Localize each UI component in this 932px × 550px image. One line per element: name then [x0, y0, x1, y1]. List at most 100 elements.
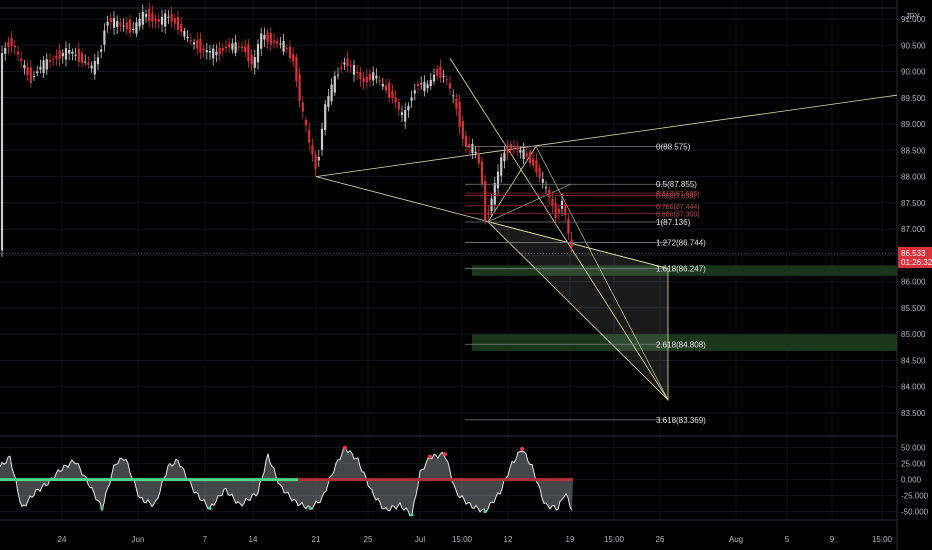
candle-body [496, 171, 500, 189]
candle-body [391, 91, 394, 99]
candle-body [532, 158, 535, 166]
candle-body [93, 61, 96, 75]
candle-body [516, 147, 519, 150]
swing-leg-2 [487, 184, 571, 223]
candle-body [560, 200, 564, 209]
candle-body [375, 75, 378, 79]
candle-body [36, 71, 39, 74]
candle-body [74, 54, 77, 56]
candle-body [378, 79, 381, 82]
price-tick-label: 88.000 [901, 173, 926, 182]
osc-tick-label: -25.000 [901, 492, 929, 501]
price-tick-label: 85.500 [901, 304, 926, 313]
candle-body [551, 198, 554, 206]
candle-body [356, 72, 359, 74]
candle-body [215, 51, 218, 55]
candle-body [480, 161, 484, 185]
candle-body [397, 102, 400, 110]
fib-level-label: 0.65(87.639) [656, 194, 696, 201]
oscillator-peak-marker [343, 445, 347, 450]
candle-body [20, 58, 23, 62]
candle-body [144, 14, 148, 17]
candle-body [301, 102, 304, 112]
candle-body [474, 151, 477, 154]
price-tick-label: 84.000 [901, 383, 926, 392]
candle-body [125, 22, 128, 30]
candle-body [212, 48, 215, 59]
price-tick-label: 86.000 [901, 278, 926, 287]
candle-body [519, 149, 522, 153]
candle-body [282, 41, 285, 52]
oscillator-peak-marker [443, 452, 447, 457]
candle-body [148, 8, 151, 22]
oscillator-panel: 50.000 25.000 0.000 -25.000 -50.000 [0, 444, 929, 517]
candle-body [436, 69, 439, 76]
candle-body [263, 34, 266, 40]
candle-body [272, 40, 276, 43]
candle-body [304, 119, 308, 126]
candle-body [554, 202, 557, 219]
candle-body [135, 22, 138, 34]
candle-body [538, 167, 541, 178]
candle-body [80, 52, 84, 63]
trendline-upper [315, 94, 898, 177]
candle-body [317, 157, 320, 161]
candle-body [298, 74, 301, 102]
candle-body [42, 60, 45, 73]
candle-body [119, 23, 122, 26]
fib-level-label: 2.618(84.808) [656, 340, 706, 349]
candle-body [189, 40, 192, 42]
oscillator-peak-marker [520, 446, 524, 451]
candle-body [292, 54, 295, 62]
candle-body [224, 46, 228, 49]
candle-body [26, 67, 29, 76]
candle-body [439, 66, 442, 79]
time-tick-label: 25 [364, 535, 373, 544]
candle-body [426, 84, 429, 89]
candle-body [7, 41, 10, 48]
candle-body [116, 20, 119, 27]
candle-body [234, 42, 237, 53]
candle-body [58, 50, 61, 60]
candle-body [244, 46, 247, 52]
candle-body [522, 149, 525, 159]
candle-body [269, 32, 272, 45]
time-tick-label: 19 [566, 535, 575, 544]
candle-body [400, 112, 404, 115]
candle-body [320, 128, 324, 150]
candle-body [205, 50, 208, 53]
time-tick-label: Aug [729, 535, 743, 544]
candle-body [100, 49, 103, 52]
osc-tick-label: 50.000 [901, 444, 926, 453]
candle-body [461, 120, 464, 139]
price-axis[interactable]: 91.000 90.500 90.000 89.500 89.000 88.500 88.0… [901, 15, 926, 418]
current-price-value: 86.533 [901, 249, 926, 258]
candle-body [176, 16, 180, 30]
fib-level-label: 0.5(87.855) [656, 180, 697, 189]
candle-body [45, 59, 48, 70]
time-axis[interactable]: 24 Jun 7 14 21 25 Jul 15:00 12 19 15:00 26 Aug 5 9 15:0… [58, 535, 893, 544]
candle-body [452, 95, 455, 97]
candle-body [48, 60, 52, 62]
time-tick-label: 9 [830, 535, 835, 544]
price-tick-label: 87.000 [901, 225, 926, 234]
candle-body [330, 84, 333, 102]
channel-line-lower [535, 146, 669, 401]
candle-body [333, 75, 336, 93]
currency-label: JPY [905, 12, 920, 21]
candle-body [196, 39, 199, 49]
candle-body [77, 48, 80, 62]
candle-body [13, 45, 16, 48]
candle-body [327, 96, 330, 107]
fib-level-label: 1.272(86.744) [656, 239, 706, 248]
candle-body [308, 129, 311, 143]
candle-body [167, 16, 170, 18]
candle-body [404, 110, 407, 122]
fib-target-zones [472, 265, 897, 352]
candle-body [429, 79, 432, 87]
candle-body [192, 42, 196, 45]
candle-body [512, 146, 516, 148]
time-tick-label: 15:00 [872, 535, 893, 544]
candle-body [128, 19, 132, 33]
